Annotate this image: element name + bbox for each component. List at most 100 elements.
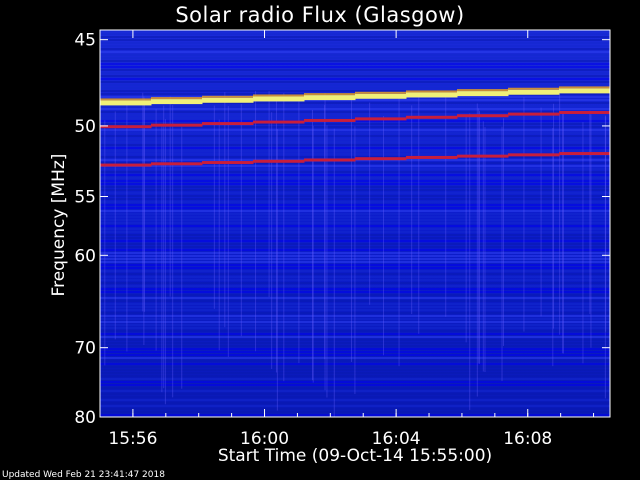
frequency-stripe [100,321,610,323]
frequency-stripe [100,357,610,359]
frequency-stripe [100,231,610,233]
time-streak [562,111,564,354]
emission-band-segment [457,154,509,158]
time-streak [255,91,257,352]
emission-band-segment [457,114,509,118]
time-streak [523,97,525,332]
time-streak [169,96,171,297]
frequency-stripe [100,204,610,206]
plot-frame [99,29,611,418]
time-streak [350,99,352,362]
time-streak [240,104,242,337]
frequency-stripe [100,171,610,173]
frequency-stripe [100,330,610,332]
emission-band-segment [355,157,407,161]
frequency-stripe [100,261,610,263]
frequency-stripe [100,72,610,74]
frequency-stripe [100,30,610,32]
frequency-stripe [100,393,610,395]
frequency-stripe [100,213,610,215]
y-tick-label: 55 [74,187,96,207]
emission-band-segment [151,99,203,105]
time-streak [164,119,166,405]
frequency-stripe [100,414,610,416]
frequency-stripe [100,150,610,152]
frequency-stripe [100,405,610,407]
y-tick-label: 70 [74,339,96,359]
frequency-stripe [100,63,610,65]
frequency-stripe [100,252,610,254]
x-tick-label: 16:00 [240,429,289,449]
frequency-stripe [100,228,610,230]
emission-band-segment [304,158,356,162]
frequency-stripe [100,177,610,179]
frequency-stripe [100,195,610,197]
emission-band-segment [508,89,560,95]
frequency-stripe [100,186,610,188]
time-streak [218,119,220,351]
x-tick-label: 15:56 [108,429,157,449]
frequency-stripe [100,87,610,89]
frequency-stripe [100,54,610,56]
time-streak [275,99,277,373]
frequency-stripe [100,144,610,146]
time-streak [484,126,486,372]
frequency-stripe [100,60,610,62]
y-axis-label: Frequency [MHz] [49,153,69,297]
frequency-stripe [100,411,610,413]
frequency-stripe [100,360,610,362]
time-streak [589,110,591,315]
time-streak [559,94,561,335]
frequency-stripe [100,192,610,194]
frequency-stripe [100,114,610,116]
time-streak [502,118,504,346]
emission-band-segment [151,123,203,127]
frequency-stripe [100,90,610,92]
frequency-stripe [100,312,610,314]
frequency-stripe [100,300,610,302]
time-streak [114,111,116,340]
frequency-stripe [100,111,610,113]
frequency-stripe [100,123,610,125]
frequency-stripe [100,366,610,368]
frequency-stripe [100,189,610,191]
x-tick-label: 16:04 [372,429,421,449]
time-streak [161,125,163,393]
emission-band-segment [151,162,203,166]
emission-band-segment [355,93,407,99]
frequency-stripe [100,66,610,68]
frequency-stripe [100,258,610,260]
frequency-stripe [100,156,610,158]
emission-band-segment [457,91,509,97]
time-stripes [104,91,607,418]
emission-band-segment [406,92,458,98]
time-streak [418,93,420,334]
frequency-stripe [100,138,610,140]
frequency-stripe [100,279,610,281]
frequency-stripe [100,297,610,299]
time-streak [268,91,270,298]
time-streak [142,92,144,312]
time-streak [312,125,314,383]
frequency-stripe [100,291,610,293]
frequency-stripe [100,180,610,182]
time-streak [605,116,607,332]
frequency-stripe [100,39,610,41]
time-streak [181,126,183,389]
frequency-stripe [100,375,610,377]
time-streak [476,103,478,397]
emission-band-segment [202,161,254,165]
frequency-stripe [100,132,610,134]
time-streak [552,127,554,367]
frequency-stripe [100,141,610,143]
time-streak [604,115,606,399]
frequency-stripe [100,129,610,131]
y-tick-label: 45 [74,31,96,51]
frequency-stripe [100,402,610,404]
frequency-stripe [100,42,610,44]
emission-bands [100,86,611,167]
time-streak [411,105,413,315]
emission-band-segment [355,117,407,121]
frequency-stripe [100,384,610,386]
frequency-stripe [100,408,610,410]
